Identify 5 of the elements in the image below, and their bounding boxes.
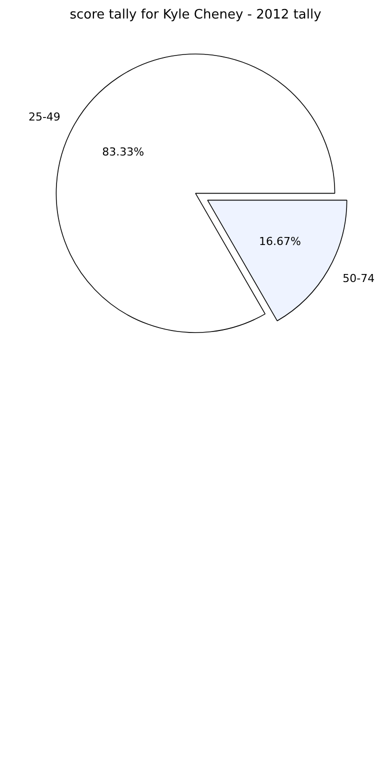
slice-label: 50-74 [342, 272, 375, 286]
slice-label: 25-49 [28, 110, 60, 124]
data-label: 83.33% [102, 145, 144, 158]
data-label: 16.67% [258, 235, 301, 248]
chart-title: score tally for Kyle Cheney - 2012 tally [70, 8, 322, 22]
